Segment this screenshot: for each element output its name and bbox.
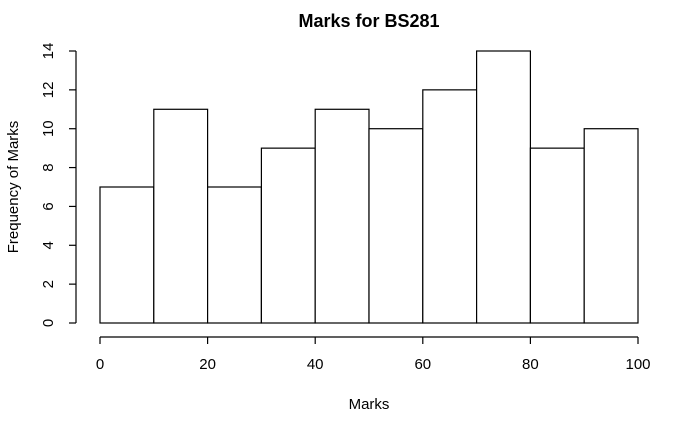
- bars-group: [99, 50, 639, 324]
- histogram-bar-8: [529, 147, 585, 324]
- histogram-bar-2: [207, 186, 263, 324]
- y-tick-label-3: 6: [40, 202, 57, 210]
- histogram-bar-3: [260, 147, 316, 324]
- y-tick-label-2: 4: [40, 241, 57, 249]
- chart-title: Marks for BS281: [298, 11, 439, 31]
- y-tick-label-1: 2: [40, 280, 57, 288]
- y-tick-label-4: 8: [40, 163, 57, 171]
- histogram-bar-5: [368, 128, 424, 324]
- y-tick-label-6: 12: [40, 82, 57, 99]
- x-tick-label-0: 0: [96, 356, 104, 373]
- x-tick-label-2: 40: [307, 356, 324, 373]
- y-tick-label-5: 10: [40, 120, 57, 137]
- x-tick-label-5: 100: [625, 356, 650, 373]
- histogram-bar-4: [314, 108, 370, 324]
- x-axis-label: Marks: [349, 396, 390, 413]
- histogram-bar-6: [422, 89, 478, 324]
- x-tick-label-1: 20: [199, 356, 216, 373]
- y-axis-label: Frequency of Marks: [5, 121, 22, 254]
- y-tick-label-0: 0: [40, 319, 57, 327]
- histogram-bar-1: [153, 108, 209, 324]
- y-tick-label-7: 14: [40, 43, 57, 60]
- histogram-bar-0: [99, 186, 155, 324]
- x-axis: 0 20 40 60 80 100: [96, 336, 651, 373]
- x-tick-label-4: 80: [522, 356, 539, 373]
- x-tick-label-3: 60: [414, 356, 431, 373]
- histogram-bar-7: [476, 50, 532, 324]
- y-axis: 0 2 4 6 8 10 12 14: [40, 43, 77, 327]
- histogram-bar-9: [583, 128, 639, 324]
